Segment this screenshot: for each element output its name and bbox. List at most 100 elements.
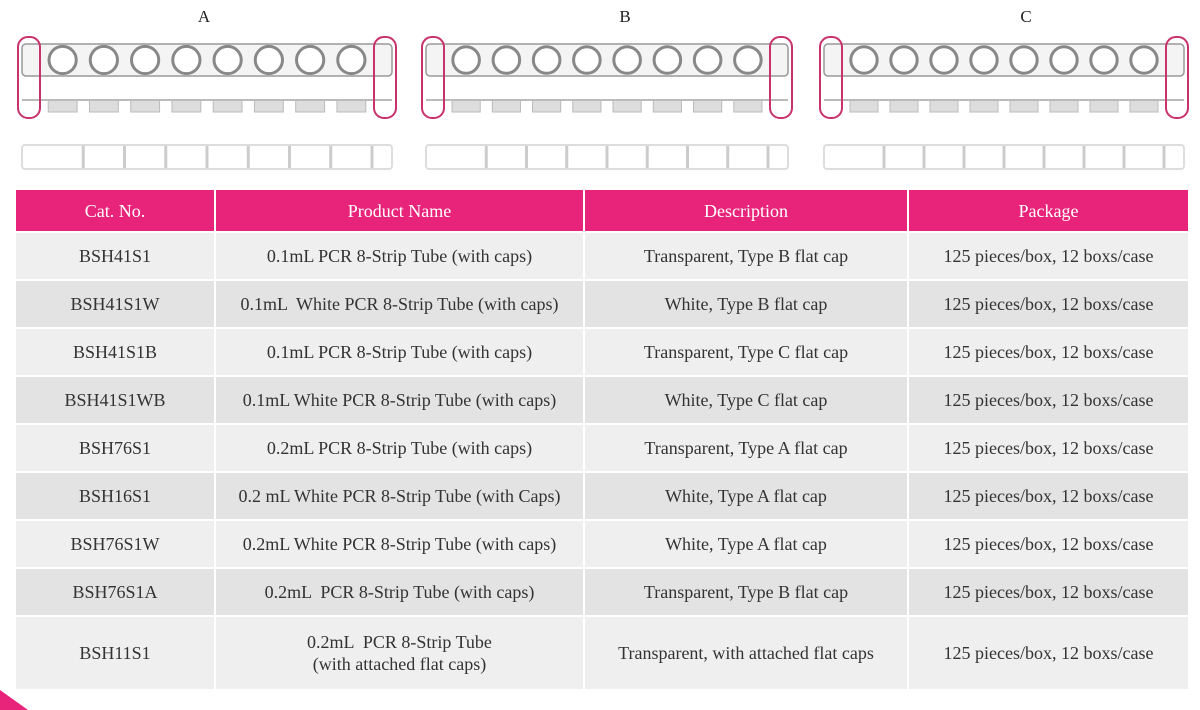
tube-top [491,45,522,75]
cell-text: 0.2mL PCR 8-Strip Tube [307,632,492,652]
table-cell: 125 pieces/box, 12 boxs/case [909,329,1188,375]
cell-text: Transparent, Type B flat cap [643,246,849,266]
highlight [819,36,843,119]
tube-side [212,99,243,113]
highlight [373,36,397,119]
cell-text: BSH76S1A [72,582,158,602]
table-cell: Transparent, Type A flat cap [585,425,907,471]
table-cell: 125 pieces/box, 12 boxs/case [909,617,1188,689]
table-cell: 0.2mL PCR 8-Strip Tube (with attached fla… [216,617,583,689]
cell-text: White, Type B flat cap [664,294,828,314]
tube-top [1009,45,1039,75]
tube-top [88,44,119,76]
cell-text: 125 pieces/box, 12 boxs/case [943,294,1154,314]
tube-top [572,45,602,75]
tube-side [130,99,161,113]
cell-text: BSH41S1B [72,342,158,362]
tube-side [572,99,602,113]
cell-text: 0.2mL PCR 8-Strip Tube (with caps) [266,438,533,458]
tube-side [1129,99,1159,113]
cell-text: BSH41S1W [70,294,160,314]
tube-top [929,45,959,75]
tube-top [130,44,161,76]
cell-text: (with attached flat caps) [312,654,487,674]
table-cell: 0.1mL White PCR 8-Strip Tube (with caps) [216,281,583,327]
tube-top [692,45,723,75]
table-cell: White, Type C flat cap [585,377,907,423]
cell-text: 0.1mL PCR 8-Strip Tube (with caps) [266,342,533,362]
cell-text: Description [704,200,788,221]
cell-text: 125 pieces/box, 12 boxs/case [943,643,1154,663]
table-cell: 125 pieces/box, 12 boxs/case [909,473,1188,519]
cell-text: Product Name [347,200,452,221]
cell-text: Cat. No. [84,200,146,221]
tube-side [929,99,959,113]
cell-text: 0.2 mL White PCR 8-Strip Tube (with Caps… [238,486,561,506]
cap-strip [21,144,393,170]
tube-side [491,99,521,113]
tube-side [969,99,999,113]
strip-label: B [619,7,630,26]
corner-triangle [0,690,28,710]
strip-label: C [1020,7,1031,26]
table-cell: White, Type B flat cap [585,281,907,327]
tube-top [1049,45,1079,75]
tube-top [652,45,683,75]
table-cell: 125 pieces/box, 12 boxs/case [909,425,1188,471]
tube-top [1129,45,1159,75]
cell-text: Transparent, with attached flat caps [618,643,874,663]
tube-side [295,99,326,113]
cell-text: 125 pieces/box, 12 boxs/case [943,390,1154,410]
table-cell: Transparent, with attached flat caps [585,617,907,689]
tube-side [336,99,367,113]
cell-text: BSH76S1W [70,534,160,554]
table-cell: BSH41S1 [16,233,214,279]
table-cell: BSH41S1W [16,281,214,327]
tube-side [88,99,119,113]
tube-top [451,45,481,75]
cell-text: White, Type C flat cap [664,390,828,410]
tube-top [171,44,202,76]
tube-side [532,99,562,113]
cell-text: 125 pieces/box, 12 boxs/case [943,246,1154,266]
table-cell: BSH11S1 [16,617,214,689]
table-cell: 125 pieces/box, 12 boxs/case [909,377,1188,423]
tube-top [889,45,919,75]
tube-top [212,44,243,76]
tube-side [693,99,723,113]
table-cell: BSH76S1A [16,569,214,615]
cell-text: Transparent, Type C flat cap [643,342,849,362]
tube-top [849,45,879,75]
tube-side [733,99,763,113]
tube-top [47,44,78,76]
table-cell: 125 pieces/box, 12 boxs/case [909,569,1188,615]
table-cell: 0.1mL White PCR 8-Strip Tube (with caps) [216,377,583,423]
cap-strip [425,144,789,170]
table-cell: 125 pieces/box, 12 boxs/case [909,281,1188,327]
tube-top [612,45,642,75]
cell-text: Transparent, Type B flat cap [643,582,849,602]
cell-text: 0.1mL PCR 8-Strip Tube (with caps) [266,246,533,266]
table-cell: 0.2mL White PCR 8-Strip Tube (with caps) [216,521,583,567]
cell-text: 125 pieces/box, 12 boxs/case [943,486,1154,506]
tube-side [253,99,284,113]
highlight [421,36,445,119]
cell-text: 125 pieces/box, 12 boxs/case [943,342,1154,362]
tube-side [47,99,78,113]
tube-side [1089,99,1119,113]
strip-label: A [198,7,211,26]
tube-top [733,45,763,75]
cell-text: White, Type A flat cap [665,486,827,506]
cell-text: BSH11S1 [79,643,151,663]
tube-side [1049,99,1079,113]
tube-side [171,99,202,113]
table-cell: Transparent, Type B flat cap [585,569,907,615]
table-cell: BSH76S1 [16,425,214,471]
table-cell: BSH16S1 [16,473,214,519]
table-cell: BSH76S1W [16,521,214,567]
table-cell: 0.2 mL White PCR 8-Strip Tube (with Caps… [216,473,583,519]
cell-text: BSH76S1 [78,438,152,458]
table-cell: Transparent, Type C flat cap [585,329,907,375]
tube-top [531,45,562,75]
